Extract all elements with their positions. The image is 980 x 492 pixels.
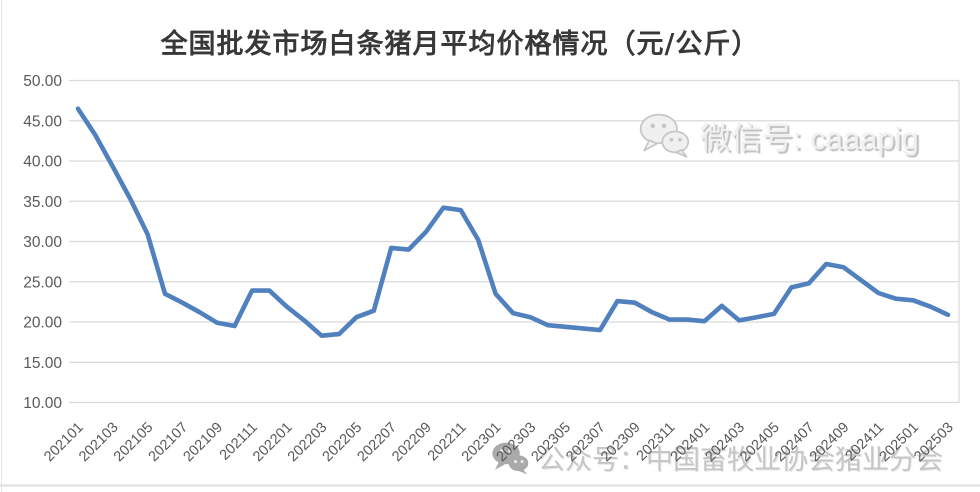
bottom-edge-divider bbox=[0, 484, 980, 487]
wechat-icon bbox=[639, 113, 690, 158]
wechat-id-watermark: 微信号: caaapig bbox=[638, 112, 919, 158]
public-account-watermark: 公众号：中国畜牧业协会猪业分会 bbox=[490, 438, 943, 477]
y-axis-tick-label: 15.00 bbox=[23, 355, 62, 372]
y-axis-tick-label: 10.00 bbox=[23, 395, 62, 412]
left-edge-border bbox=[1, 0, 2, 492]
y-axis-tick-label: 20.00 bbox=[23, 315, 62, 332]
x-axis-tick-label: 202309 bbox=[598, 420, 644, 466]
x-axis-tick-label: 202109 bbox=[180, 420, 226, 466]
price-series-line bbox=[75, 106, 951, 339]
chart-title: 全国批发市场白条猪月平均价格情况（元/公斤） bbox=[160, 29, 760, 60]
wechat-id-text: 微信号: caaapig bbox=[700, 120, 919, 156]
y-axis-tick-label: 25.00 bbox=[23, 274, 62, 291]
y-axis-tick-label: 35.00 bbox=[23, 194, 62, 211]
wechat-icon bbox=[492, 442, 529, 474]
y-axis-tick-label: 40.00 bbox=[23, 154, 62, 171]
x-axis-tick-label: 202503 bbox=[911, 420, 957, 466]
y-axis-tick-label: 45.00 bbox=[23, 113, 62, 130]
public-account-text: 公众号：中国畜牧业协会猪业分会 bbox=[538, 445, 943, 475]
y-axis-tick-label: 50.00 bbox=[23, 73, 62, 90]
y-axis-tick-label: 30.00 bbox=[23, 234, 62, 251]
x-axis-tick-label: 202409 bbox=[807, 420, 853, 466]
x-axis-tick-label: 202209 bbox=[389, 420, 435, 466]
